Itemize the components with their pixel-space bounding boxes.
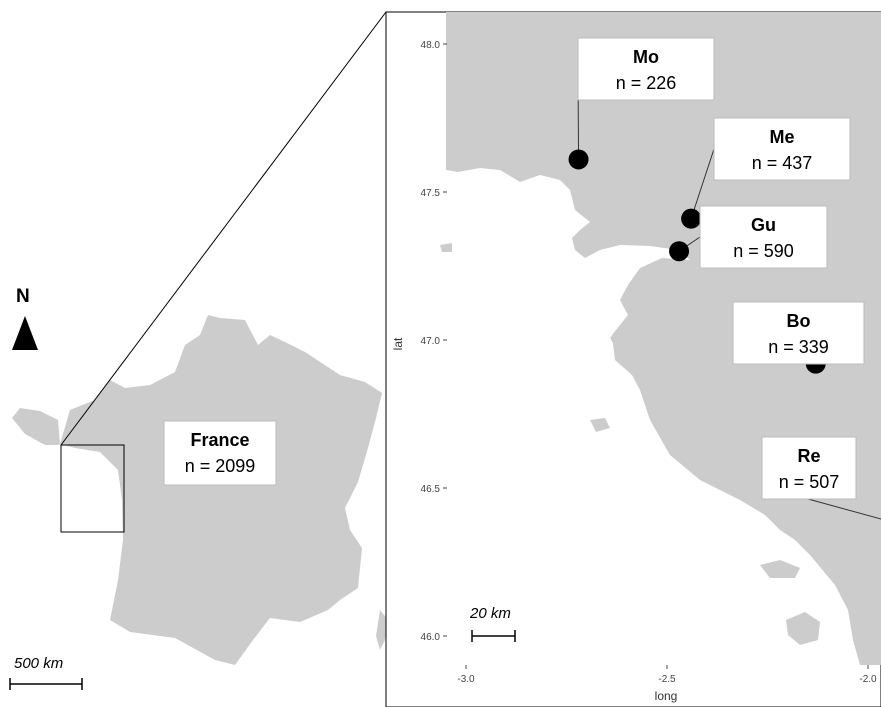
site-code: Re [797, 446, 820, 466]
overview-map: N France n = 2099 500 km [9, 286, 388, 690]
site-mo: Mo n = 226 [568, 37, 715, 170]
y-axis-title: lat [391, 337, 405, 350]
detail-scale-label: 20 km [469, 605, 511, 622]
y-tick-label: 46.5 [421, 484, 441, 495]
site-code: Me [769, 127, 794, 147]
site-label-box [577, 37, 715, 101]
site-code: Gu [751, 215, 776, 235]
detail-map: 48.047.547.046.546.0 -3.0-2.5-2.0-1.5-1.… [385, 11, 881, 707]
site-code: Bo [787, 311, 811, 331]
site-count: n = 507 [779, 472, 840, 492]
y-axis: 48.0 47.5 47.0 46.5 46.0 [421, 40, 447, 643]
x-tick-label: -2.5 [658, 674, 676, 685]
island-3 [786, 612, 820, 645]
site-label-box [732, 301, 865, 365]
x-axis-title: long [655, 689, 678, 703]
x-tick-label: -2.0 [859, 674, 877, 685]
overview-scale-label: 500 km [14, 655, 63, 672]
site-label-box [713, 117, 851, 181]
country-label: France [190, 430, 249, 450]
island-4 [760, 560, 800, 578]
site-code: Mo [633, 47, 659, 67]
y-tick-label: 48.0 [421, 40, 441, 51]
country-count: n = 2099 [185, 456, 256, 476]
site-markers: Mo n = 226 Me n = 437 Gu n = 590 Bo n = 339 Re n … [568, 37, 881, 520]
zoom-extent-box [60, 444, 125, 533]
x-tick-label: -3.0 [457, 674, 475, 685]
x-axis: -3.0-2.5-2.0-1.5-1.0 [457, 665, 877, 685]
site-marker [568, 149, 589, 170]
site-re: Re n = 507 [761, 436, 881, 520]
north-label: N [16, 286, 30, 307]
site-bo: Bo n = 339 [732, 301, 865, 374]
north-arrow-icon [12, 316, 38, 350]
site-marker [669, 241, 690, 262]
y-tick-label: 47.0 [421, 336, 441, 347]
site-leader-line [807, 498, 881, 520]
site-count: n = 226 [616, 73, 677, 93]
site-count: n = 590 [733, 241, 794, 261]
island-5 [440, 243, 452, 252]
island-2 [590, 418, 610, 432]
site-leader-line [690, 148, 715, 219]
site-label-box [699, 205, 828, 269]
site-marker [681, 208, 702, 229]
site-count: n = 437 [752, 153, 813, 173]
corsica-island [376, 610, 388, 650]
site-gu: Gu n = 590 [669, 205, 828, 269]
y-tick-label: 46.0 [421, 632, 441, 643]
france-landmass [12, 315, 382, 665]
site-me: Me n = 437 [681, 117, 851, 229]
detail-scale-bar: 20 km [469, 605, 516, 642]
island-1 [610, 330, 640, 352]
overview-scale-bar: 500 km [9, 655, 83, 690]
france-label-box: France n = 2099 [163, 420, 277, 486]
site-label-box [761, 436, 857, 500]
zoom-connector-top [60, 11, 387, 446]
site-count: n = 339 [768, 337, 829, 357]
y-tick-label: 47.5 [421, 188, 441, 199]
